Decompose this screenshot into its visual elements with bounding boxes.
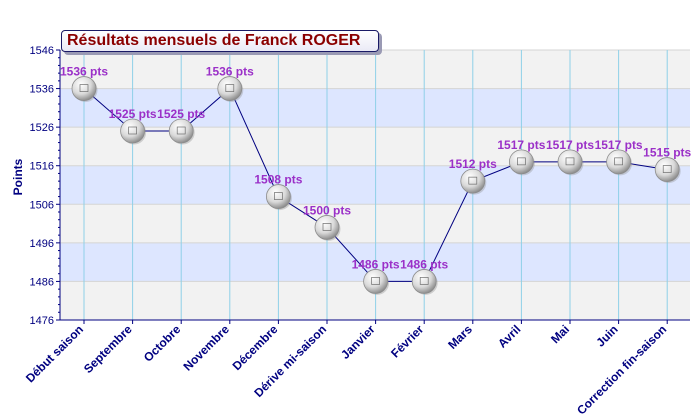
data-point [509,149,535,176]
data-point [120,118,147,145]
data-label: 1536 pts [206,65,254,79]
data-point-marker [509,149,534,175]
data-point [411,269,438,295]
plot-band [60,165,690,205]
data-label: 1512 pts [449,157,497,171]
data-point-emblem [614,157,623,166]
y-tick-label: 1506 [30,199,54,211]
data-label: 1486 pts [400,257,448,271]
x-tick-label: Mars [445,322,475,352]
y-tick-label: 1516 [30,161,54,173]
plot-band [60,204,690,243]
data-point [265,184,292,211]
data-point [168,118,195,145]
data-label: 1517 pts [546,138,594,152]
y-tick-label: 1546 [30,45,54,57]
data-point [363,269,390,295]
x-tick-label: Décembre [230,322,281,373]
data-point-marker [654,157,680,182]
data-point-emblem [371,277,380,285]
data-point-marker [314,215,340,240]
x-tick-label: Correction fin-saison [574,322,669,417]
data-point-emblem [517,157,526,166]
data-point-emblem [468,176,478,185]
y-axis-title-text: Points [11,158,25,196]
data-label: 1486 pts [352,257,400,271]
data-point-marker [606,149,631,175]
y-tick-label: 1526 [30,122,54,134]
data-point-marker [411,269,437,294]
x-tick-label: Début saison [23,322,86,385]
data-point-marker [363,269,389,294]
data-point [460,168,487,195]
data-point [654,157,681,184]
plot-band [60,127,690,166]
x-tick-label: Novembre [181,322,233,374]
data-point-marker [168,118,194,144]
data-point-emblem [176,126,186,135]
data-point-marker [71,76,97,101]
data-point-emblem [225,84,235,92]
data-point-emblem [565,157,575,166]
x-tick-label: Juin [593,322,620,349]
data-label: 1517 pts [497,138,545,152]
data-label: 1508 pts [254,173,302,187]
data-point-emblem [79,84,89,92]
data-point-marker [217,76,243,101]
data-label: 1517 pts [595,138,643,152]
data-point [606,149,633,176]
y-tick-label: 1486 [30,276,54,288]
x-tick-label: Février [388,322,426,360]
data-point-marker [460,168,486,194]
chart-title: Résultats mensuels de Franck ROGER [61,30,379,52]
data-label: 1536 pts [60,65,108,79]
y-tick-label: 1476 [30,315,54,327]
data-label: 1500 pts [303,203,351,217]
data-label: 1525 pts [109,107,157,121]
data-point-marker [265,184,291,209]
data-point-marker [120,118,146,144]
data-point [71,76,98,103]
x-tick-label: Avril [495,322,523,350]
x-tick-label: Octobre [141,322,184,365]
data-label: 1515 pts [643,146,691,160]
data-point [557,149,584,176]
data-point-emblem [662,165,672,173]
plot-band [60,88,690,128]
data-point-emblem [322,223,332,231]
data-point-emblem [419,277,429,285]
plot-band [60,50,690,89]
data-point-marker [557,149,583,175]
y-tick-label: 1536 [30,84,54,96]
x-tick-label: Janvier [338,322,378,362]
data-label: 1525 pts [157,107,205,121]
data-point-emblem [274,192,283,200]
data-point [217,76,244,103]
y-tick-label: 1496 [30,238,54,250]
data-point-emblem [128,126,137,135]
x-tick-label: Septembre [81,322,135,376]
x-tick-label: Mai [548,322,572,346]
data-point [314,215,341,241]
